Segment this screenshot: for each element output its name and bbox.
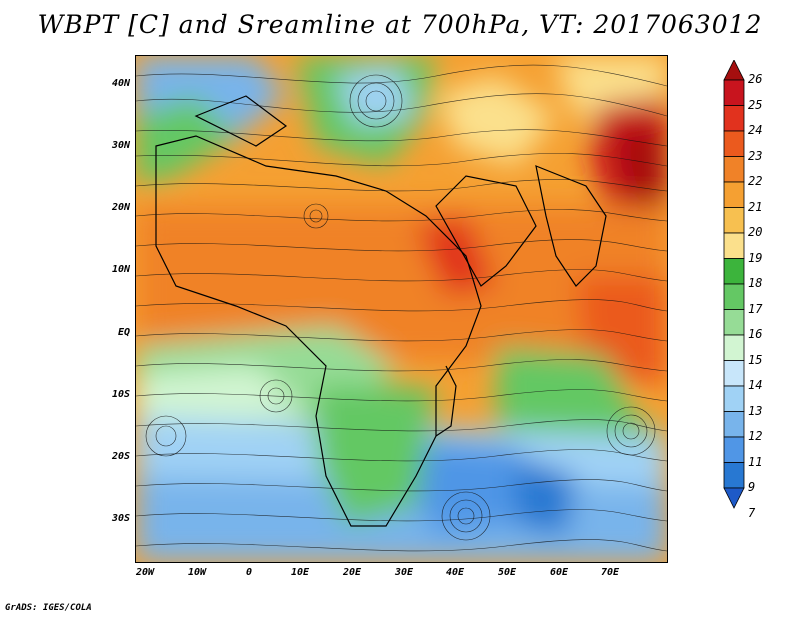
colorbar-label: 7 (748, 505, 756, 520)
colorbar-label: 26 (748, 72, 763, 86)
colorbar-swatch (723, 309, 745, 336)
colorbar-swatch (723, 360, 745, 387)
colorbar-swatch (723, 105, 745, 132)
lat-label-30n: 30N (111, 140, 130, 151)
lon-label-0: 0 (245, 567, 253, 578)
lat-label-20s: 20S (111, 451, 130, 462)
colorbar-label: 23 (748, 148, 763, 163)
colorbar-swatch (723, 181, 745, 208)
colorbar-label: 9 (748, 480, 756, 494)
lon-label-70e: 70E (600, 567, 620, 578)
colorbar-label: 12 (748, 429, 763, 443)
grads-credit: GrADS: IGES/COLA (5, 603, 92, 613)
lat-label-10s: 10S (111, 389, 130, 400)
colorbar-label: 17 (748, 301, 763, 316)
colorbar-swatch (723, 411, 745, 438)
lat-label-10n: 10N (111, 264, 130, 275)
wbpt-field-map (136, 56, 667, 562)
colorbar-top-arrow (723, 60, 745, 81)
lon-label-10w: 10W (187, 567, 207, 578)
lon-label-50e: 50E (497, 567, 517, 578)
colorbar (723, 60, 745, 509)
colorbar-swatch (723, 232, 745, 259)
colorbar-swatch (723, 79, 745, 106)
colorbar-swatch (723, 258, 745, 285)
lon-label-10e: 10E (290, 567, 310, 578)
lat-label-40n: 40N (111, 78, 130, 89)
colorbar-swatch (723, 385, 745, 412)
chart-title: WBPT [C] and Sreamline at 700hPa, VT: 20… (37, 10, 763, 39)
lon-label-20w: 20W (135, 567, 155, 578)
lat-label-20n: 20N (111, 202, 130, 213)
colorbar-label: 21 (748, 199, 763, 214)
colorbar-swatch (723, 334, 745, 361)
colorbar-swatch (723, 207, 745, 234)
map-panel (135, 55, 668, 563)
colorbar-swatch (723, 156, 745, 183)
colorbar-label: 15 (748, 352, 763, 367)
lon-label-40e: 40E (445, 567, 465, 578)
colorbar-label: 16 (748, 327, 763, 341)
colorbar-label: 22 (748, 174, 763, 188)
colorbar-swatch (723, 462, 745, 489)
colorbar-label: 18 (748, 276, 763, 290)
lat-label-30s: 30S (111, 513, 130, 524)
colorbar-bottom-arrow (723, 487, 745, 509)
lon-label-60e: 60E (549, 567, 569, 578)
colorbar-label: 14 (748, 378, 763, 392)
colorbar-swatch (723, 436, 745, 463)
colorbar-label: 20 (748, 225, 763, 239)
lon-label-20e: 20E (342, 567, 362, 578)
lat-label-eq: EQ (117, 327, 130, 338)
colorbar-swatch (723, 283, 745, 310)
colorbar-label: 25 (748, 97, 763, 112)
lon-label-30e: 30E (394, 567, 414, 578)
colorbar-label: 13 (748, 403, 763, 418)
colorbar-label: 11 (748, 454, 763, 469)
colorbar-label: 19 (748, 250, 763, 265)
colorbar-label: 24 (748, 123, 763, 137)
colorbar-swatch (723, 130, 745, 157)
